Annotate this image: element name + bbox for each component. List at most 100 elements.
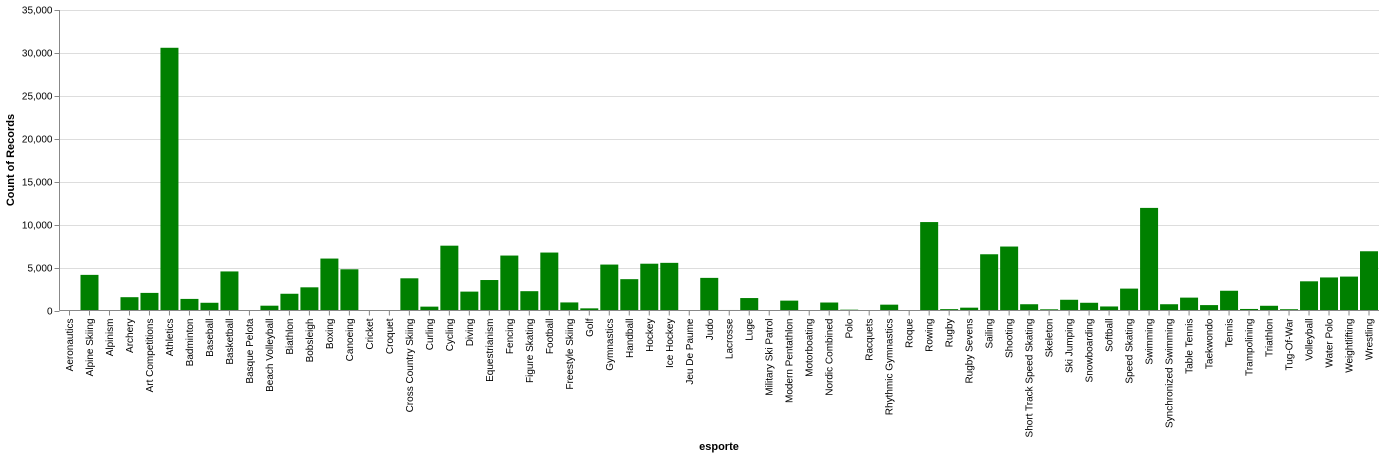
- bar: [280, 293, 299, 311]
- bar: [80, 274, 99, 311]
- x-axis-ticks: Aeronautics Alpine Skiing Alpinism Archery A…: [65, 310, 1376, 438]
- bar: [1160, 304, 1179, 311]
- x-tick-label: Art Competitions: [145, 319, 156, 393]
- bar: [1060, 299, 1079, 311]
- bar: [540, 252, 559, 311]
- x-tick-label: Ski Jumping: [1065, 319, 1076, 373]
- x-tick-label: Rugby Sevens: [965, 319, 976, 384]
- x-tick-label: Curling: [425, 319, 436, 351]
- bar: [1020, 304, 1039, 311]
- y-tick-label: 20,000: [22, 135, 53, 146]
- x-tick-label: Rhythmic Gymnastics: [885, 319, 896, 416]
- bars: [60, 47, 1378, 311]
- x-tick-label: Nordic Combined: [825, 319, 836, 396]
- bar: [580, 308, 599, 311]
- x-tick-label: Freestyle Skiing: [565, 319, 576, 390]
- bar: [1240, 308, 1259, 311]
- x-tick-label: Skeleton: [1045, 319, 1056, 358]
- x-tick-label: Cross Country Skiing: [405, 319, 416, 413]
- x-tick-label: Luge: [745, 318, 756, 341]
- x-tick-label: Sailing: [985, 319, 996, 349]
- x-tick-label: Badminton: [185, 319, 196, 367]
- x-tick-label: Ice Hockey: [665, 319, 676, 368]
- bar: [1340, 276, 1359, 311]
- x-tick-label: Biathlon: [285, 319, 296, 355]
- bar: [460, 291, 479, 311]
- x-tick-label: Synchronized Swimming: [1165, 319, 1176, 429]
- x-tick-label: Snowboarding: [1085, 319, 1096, 383]
- y-axis-ticks: 0 5,000 10,000 15,000 20,000 25,000 30,000 35,0…: [22, 6, 60, 318]
- x-tick-label: Polo: [845, 318, 856, 338]
- y-tick-label: 10,000: [22, 221, 53, 232]
- x-tick-label: Boxing: [325, 319, 336, 350]
- y-axis-title: Count of Records: [5, 114, 17, 206]
- y-tick-label: 5,000: [27, 264, 52, 275]
- x-tick-label: Wrestling: [1365, 319, 1376, 361]
- bar: [180, 298, 199, 311]
- bar: [880, 304, 899, 311]
- x-tick-label: Triathlon: [1265, 319, 1276, 358]
- x-tick-label: Gymnastics: [605, 319, 616, 371]
- x-tick-label: Bobsleigh: [305, 319, 316, 363]
- bar: [440, 245, 459, 311]
- x-tick-label: Judo: [705, 318, 716, 340]
- bar: [660, 262, 679, 311]
- bar: [120, 297, 139, 311]
- bar: [220, 271, 239, 311]
- bar: [620, 279, 639, 311]
- x-tick-label: Trampolining: [1245, 319, 1256, 376]
- y-tick-label: 25,000: [22, 92, 53, 103]
- bar: [1220, 290, 1239, 311]
- y-tick-label: 0: [47, 307, 53, 318]
- x-tick-label: Archery: [125, 319, 136, 353]
- x-tick-label: Basque Pelota: [245, 318, 256, 383]
- x-tick-label: Aeronautics: [65, 319, 76, 372]
- y-tick-label: 15,000: [22, 178, 53, 189]
- x-tick-label: Hockey: [645, 319, 656, 352]
- bar: [320, 258, 339, 311]
- x-tick-label: Golf: [585, 318, 596, 337]
- bar: [1300, 281, 1319, 311]
- x-tick-label: Short Track Speed Skating: [1025, 319, 1036, 438]
- x-tick-label: Cricket: [365, 318, 376, 349]
- bar: [160, 47, 179, 311]
- x-tick-label: Jeu De Paume: [685, 318, 696, 385]
- bar: [1280, 309, 1299, 311]
- x-tick-label: Lacrosse: [725, 318, 736, 359]
- bar: [980, 254, 999, 311]
- x-tick-label: Shooting: [1005, 319, 1016, 358]
- bar: [420, 306, 439, 311]
- x-tick-label: Weightlifting: [1345, 319, 1356, 373]
- bar: [520, 291, 539, 311]
- x-tick-label: Speed Skating: [1125, 319, 1136, 384]
- x-tick-label: Swimming: [1145, 319, 1156, 365]
- bar: [1260, 305, 1279, 311]
- x-axis-title: esporte: [699, 441, 739, 453]
- bar: [1040, 309, 1059, 311]
- bar: [780, 300, 799, 311]
- bar: [400, 278, 419, 311]
- x-tick-label: Table Tennis: [1185, 319, 1196, 374]
- bar: [260, 305, 279, 311]
- bar: [1360, 251, 1378, 311]
- bar: [200, 302, 219, 311]
- bar: [640, 263, 659, 311]
- bar: [1080, 302, 1099, 311]
- x-tick-label: Figure Skating: [525, 319, 536, 383]
- y-tick-label: 30,000: [22, 49, 53, 60]
- bar: [1100, 306, 1119, 311]
- x-tick-label: Croquet: [385, 318, 396, 354]
- x-tick-label: Basketball: [225, 319, 236, 365]
- bar: [500, 255, 519, 311]
- x-tick-label: Diving: [465, 319, 476, 347]
- bar: [740, 298, 759, 311]
- x-tick-label: Fencing: [505, 319, 516, 355]
- x-tick-label: Athletics: [165, 319, 176, 357]
- x-tick-label: Volleyball: [1305, 319, 1316, 361]
- bar: [920, 222, 939, 311]
- bar: [560, 302, 579, 311]
- x-tick-label: Handball: [625, 319, 636, 358]
- axes: [59, 10, 1379, 311]
- x-tick-label: Rugby: [945, 319, 956, 348]
